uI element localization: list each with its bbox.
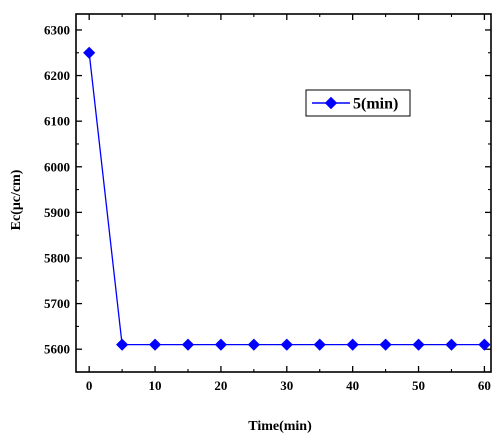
x-tick-label: 60 (478, 378, 491, 393)
data-point-marker (83, 46, 96, 59)
data-point-marker (214, 338, 227, 351)
y-tick-label: 5900 (44, 205, 70, 220)
data-point-marker (445, 338, 458, 351)
plot-frame (75, 13, 492, 373)
y-tick-label: 6100 (44, 114, 70, 129)
y-axis-title: Ec(μc/cm) (9, 169, 24, 230)
data-point-marker (478, 338, 491, 351)
legend-marker (324, 96, 338, 110)
data-point-marker (346, 338, 359, 351)
legend-label: 5(min) (353, 96, 398, 113)
x-tick-label: 50 (412, 378, 425, 393)
y-tick-label: 5800 (44, 250, 70, 265)
series-line (88, 52, 485, 346)
data-point-marker (412, 338, 425, 351)
data-point-marker (116, 338, 129, 351)
data-point-marker (247, 338, 260, 351)
data-point-marker (313, 338, 326, 351)
y-tick-label: 5700 (44, 296, 70, 311)
y-tick-label: 6300 (44, 22, 70, 37)
x-tick-label: 10 (149, 378, 162, 393)
x-tick-label: 40 (346, 378, 359, 393)
data-point-marker (280, 338, 293, 351)
data-point-marker (379, 338, 392, 351)
data-point-marker (148, 338, 162, 351)
y-tick-label: 5600 (44, 342, 70, 357)
y-tick-label: 6000 (44, 159, 70, 174)
y-tick-label: 6200 (44, 68, 70, 83)
x-tick-label: 20 (214, 378, 227, 393)
x-tick-label: 0 (86, 378, 93, 393)
x-tick-label: 30 (280, 378, 293, 393)
x-axis-title: Time(min) (248, 419, 312, 434)
data-point-marker (181, 338, 195, 351)
